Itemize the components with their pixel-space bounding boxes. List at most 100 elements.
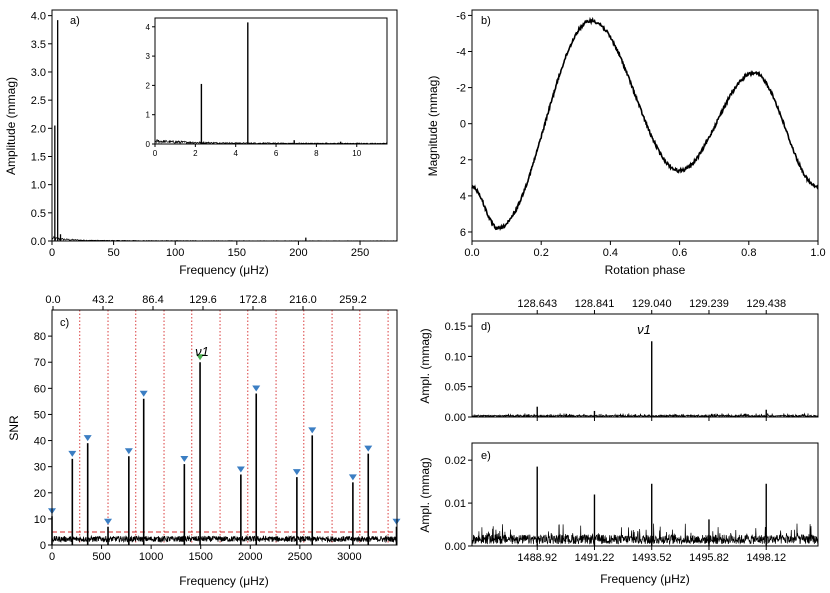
peak-marker bbox=[252, 386, 260, 392]
x-tick-label: 1493.52 bbox=[632, 552, 672, 564]
panel-c-xlabel: Frequency (μHz) bbox=[179, 574, 269, 588]
panel-e-data bbox=[472, 467, 818, 546]
top-tick-label: 129.438 bbox=[746, 298, 786, 310]
x-tick-label: 50 bbox=[107, 247, 119, 259]
x-tick-label: 1488.92 bbox=[517, 552, 557, 564]
top-tick-label: 129.040 bbox=[632, 298, 672, 310]
x-tick-label: 0.0 bbox=[464, 247, 479, 259]
x-tick-label: 150 bbox=[228, 247, 246, 259]
inset-x-tick-label: 4 bbox=[233, 149, 238, 158]
y-tick-label: 0 bbox=[460, 119, 466, 131]
x-tick-label: 100 bbox=[166, 247, 184, 259]
inset-y-tick-label: 0 bbox=[146, 140, 151, 149]
panel-e-xlabel: Frequency (μHz) bbox=[600, 572, 690, 586]
spectrum-noise bbox=[52, 237, 396, 241]
y-tick-label: 40 bbox=[34, 436, 46, 448]
y-tick-label: 0.0 bbox=[31, 236, 46, 248]
panel-d: d) ν1 0.00 0.05 0.10 0.15 128.643 128.841 129.… bbox=[418, 298, 818, 424]
panel-a-xlabel: Frequency (μHz) bbox=[179, 263, 269, 277]
x-tick-label: 2500 bbox=[288, 551, 312, 563]
top-tick-label: 129.6 bbox=[189, 294, 217, 306]
panel-d-ylabel: Ampl. (mmag) bbox=[418, 328, 432, 403]
panel-e-ylabel: Ampl. (mmag) bbox=[418, 457, 432, 532]
x-tick-label: 1495.82 bbox=[689, 552, 729, 564]
y-tick-label: 10 bbox=[34, 514, 46, 526]
x-tick-label: 200 bbox=[289, 247, 307, 259]
panel-b-frame bbox=[472, 10, 818, 241]
inset-y-tick-label: 2 bbox=[146, 81, 151, 90]
inset-background bbox=[155, 18, 387, 144]
y-tick-label: 0.01 bbox=[445, 498, 466, 510]
y-tick-label: -2 bbox=[456, 83, 466, 95]
inset-x-tick-label: 8 bbox=[314, 149, 319, 158]
panel-d-ticks: 0.00 0.05 0.10 0.15 128.643 128.841 129.040 129… bbox=[445, 298, 787, 424]
panel-b-ticks: 0.0 0.2 0.4 0.6 0.8 1.0 -6 -4 -2 0 2 4 6 bbox=[456, 10, 825, 259]
peak-marker bbox=[180, 456, 188, 462]
x-tick-label: 2000 bbox=[238, 551, 262, 563]
top-tick-label: 43.2 bbox=[92, 294, 113, 306]
panel-e-ticks: 0.00 0.01 0.02 1488.92 1491.22 1493.52 1495.82… bbox=[445, 455, 787, 564]
inset-y-tick-label: 1 bbox=[146, 111, 151, 120]
y-tick-label: 80 bbox=[34, 331, 46, 343]
top-tick-label: 128.841 bbox=[575, 298, 615, 310]
panel-b: b) 0.0 0.2 0.4 0.6 0.8 1.0 -6 -4 -2 0 2 4 6 Rotation… bbox=[426, 10, 826, 277]
peak-marker bbox=[84, 435, 92, 441]
panel-a-ylabel: Amplitude (mmag) bbox=[4, 77, 18, 175]
panel-d-label: d) bbox=[481, 321, 491, 333]
y-tick-label: -6 bbox=[456, 10, 466, 22]
top-tick-label: 128.643 bbox=[517, 298, 557, 310]
x-tick-label: 250 bbox=[351, 247, 369, 259]
x-tick-label: 500 bbox=[92, 551, 110, 563]
y-tick-label: 1.0 bbox=[31, 180, 46, 192]
panel-b-xlabel: Rotation phase bbox=[605, 263, 686, 277]
inset-y-tick-label: 4 bbox=[146, 23, 151, 32]
inset-x-tick-label: 2 bbox=[193, 149, 198, 158]
panel-c-frame bbox=[52, 310, 397, 545]
peak-marker bbox=[104, 519, 112, 525]
x-tick-label: 1500 bbox=[188, 551, 212, 563]
panel-a: a) 0 50 100 150 200 2500.00.51.01.52.02.53.03… bbox=[4, 10, 397, 277]
inset-x-tick-label: 0 bbox=[153, 149, 158, 158]
y-tick-label: 0.5 bbox=[31, 208, 46, 220]
x-tick-label: 0 bbox=[49, 551, 55, 563]
inset-x-tick-label: 6 bbox=[274, 149, 279, 158]
x-tick-label: 0 bbox=[49, 247, 55, 259]
panel-b-label: b) bbox=[481, 15, 491, 27]
peak-marker bbox=[364, 446, 372, 452]
peak-marker bbox=[140, 391, 148, 397]
y-tick-label: 60 bbox=[34, 383, 46, 395]
panel-b-data bbox=[472, 20, 818, 230]
x-tick-label: 0.8 bbox=[741, 247, 756, 259]
x-tick-label: 0.4 bbox=[603, 247, 618, 259]
inset-x-tick-label: 10 bbox=[352, 149, 361, 158]
nu1-label-d: ν1 bbox=[637, 322, 651, 337]
y-tick-label: 70 bbox=[34, 357, 46, 369]
top-tick-label: 259.2 bbox=[339, 294, 367, 306]
panel-c-label: c) bbox=[60, 317, 69, 329]
y-tick-label: -4 bbox=[456, 47, 466, 59]
y-tick-label: 0 bbox=[40, 540, 46, 552]
y-tick-label: 2 bbox=[460, 155, 466, 167]
x-tick-label: 1498.12 bbox=[746, 552, 786, 564]
top-tick-label: 86.4 bbox=[142, 294, 163, 306]
x-tick-label: 1000 bbox=[139, 551, 163, 563]
panel-b-ylabel: Magnitude (mmag) bbox=[426, 76, 440, 177]
peak-marker bbox=[125, 448, 133, 454]
peak-marker bbox=[68, 451, 76, 457]
panel-c-ylabel: SNR bbox=[7, 415, 21, 441]
top-tick-label: 0.0 bbox=[45, 294, 60, 306]
phase-curve bbox=[472, 20, 818, 230]
panel-d-data bbox=[472, 341, 818, 417]
top-tick-label: 129.239 bbox=[689, 298, 729, 310]
y-tick-label: 30 bbox=[34, 462, 46, 474]
y-tick-label: 0.05 bbox=[445, 382, 466, 394]
y-tick-label: 1.5 bbox=[31, 151, 46, 163]
y-tick-label: 3.5 bbox=[31, 39, 46, 51]
top-tick-label: 172.8 bbox=[239, 294, 267, 306]
top-tick-label: 216.0 bbox=[289, 294, 317, 306]
x-tick-label: 1.0 bbox=[810, 247, 825, 259]
panel-a-label: a) bbox=[70, 15, 80, 27]
panel-e: e) 0.00 0.01 0.02 1488.92 1491.22 1493.52 1495… bbox=[418, 443, 818, 586]
panel-c-harmonics bbox=[52, 310, 397, 545]
y-tick-label: 3.0 bbox=[31, 67, 46, 79]
